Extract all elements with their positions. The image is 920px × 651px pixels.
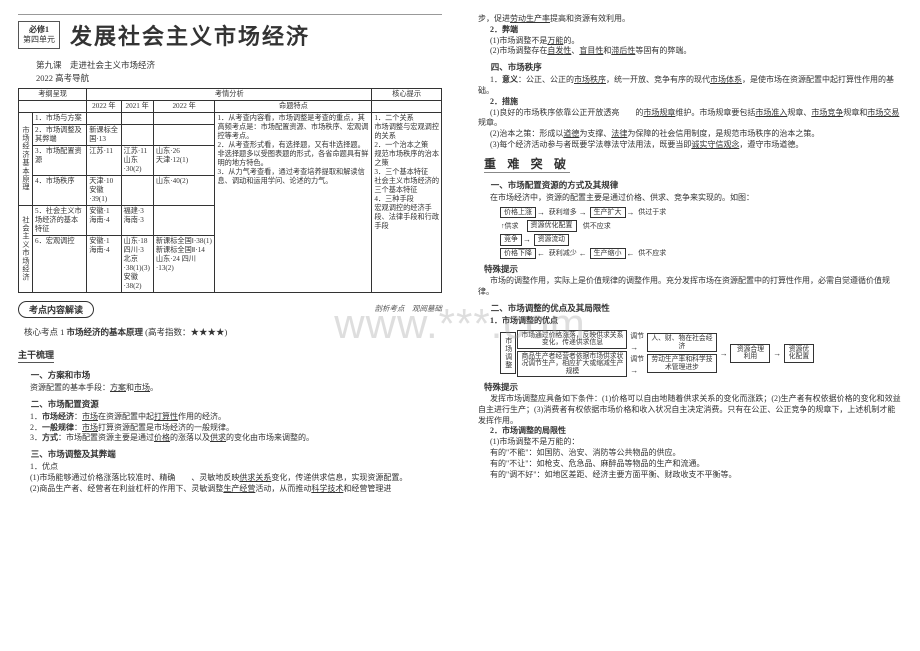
tip1-p: 市场的调整作用，实际上是价值规律的调整作用。充分发挥市场在资源配置中的打算性作用… xyxy=(478,276,902,298)
zg-h3: 三、市场调整及其弊端 xyxy=(18,448,442,460)
section-subtext: 剖析考点 观阅墓础 xyxy=(375,303,443,314)
main-title: 发展社会主义市场经济 xyxy=(70,19,310,51)
zg-p3c: (2)商品生产者、经营者在利益杠杆的作用下、灵敏调整生产经营活动，从而推动科学技… xyxy=(18,484,442,495)
th-y1: 2022 年 xyxy=(87,101,121,113)
bk2-t: 二、市场调整的优点及其局限性 xyxy=(478,302,902,314)
section-pill: 考点内容解读 xyxy=(18,301,94,318)
th-core: 核心提示 xyxy=(372,89,442,101)
zg-h2: 二、市场配置资源 xyxy=(18,398,442,410)
nav-line: 2022 高考导航 xyxy=(36,72,442,84)
zg-p1: 资源配置的基本手段：方案和市场。 xyxy=(18,383,442,394)
tip2-p: 发挥市场调整应具备如下条件：(1)价格可以自由地随着供求关系的变化而涨跌；(2)… xyxy=(478,394,902,426)
lim1: (1)市场调整不是万能的： xyxy=(478,437,902,448)
th-y3: 2022 年 xyxy=(153,101,215,113)
flow-diagram-2: 市场调整 市场通过价格涨落，反映供求关系变化，传递供求信息 商品生产者经营者依据… xyxy=(486,330,902,377)
group2-label: 社会主义市场经济 xyxy=(19,206,33,293)
lim2: 有的"不能"：如国防、治安、消防等公共物品的供应。 xyxy=(478,448,902,459)
lesson-line: 第九课 走进社会主义市场经济 xyxy=(36,59,442,71)
r-p4b: 2．措施 xyxy=(478,97,902,108)
r-p4d: (2)治本之策：形成以道德为支撑、法律为保障的社会信用制度，是规范市场秩序的治本… xyxy=(478,129,902,140)
zg-h1: 一、方案和市场 xyxy=(18,369,442,381)
core-text: 1．二个关系 市场调整与宏观调控的关系 2．一个治本之策 规范市场秩序的治本之策… xyxy=(372,113,442,293)
r-top1: 步，促进劳动生产率提高和资源有效利用。 xyxy=(478,14,902,25)
zg-p3a: 1．优点 xyxy=(18,462,442,473)
bk1-t: 一、市场配置资源的方式及其规律 xyxy=(478,179,902,191)
r-p4a: 1．意义：公正、公正的市场秩序，统一开放、竞争有序的现代市场体系，是使市场在资源… xyxy=(478,75,902,97)
bk2-h2: 2．市场调整的局限性 xyxy=(478,426,902,437)
row1-item: 1．市场与方案 xyxy=(33,113,87,125)
core-point-line: 核心考点 1 市场经济的基本原理 (高考指数：★★★★) xyxy=(24,326,442,338)
zg-p2b: 2．一般规律：市场打算资源配置是市场经济的一般规律。 xyxy=(18,423,442,434)
tip2-h: 特殊提示 xyxy=(484,381,902,393)
tip1-h: 特殊提示 xyxy=(484,263,902,275)
r-bd2: (2)市场调整存在自发性、盲目性和滞后性等固有的弊端。 xyxy=(478,46,902,57)
left-column: 必修1 第四单元 发展社会主义市场经济 第九课 走进社会主义市场经济 2022 … xyxy=(0,0,460,651)
th-cmd: 命题特点 xyxy=(215,101,372,113)
bk1-p: 在市场经济中，资源的配置主要是通过价格、供求、竞争来实现的。如图： xyxy=(478,193,902,204)
bk2-h1: 1．市场调整的优点 xyxy=(478,316,902,327)
lim3: 有的"不让"：如枪支、危急品、麻醉品等物品的生产和流通。 xyxy=(478,459,902,470)
lim4: 有的"调不好"：如地区差距、经济主要方面平衡、财政收支不平衡等。 xyxy=(478,470,902,481)
group1-label: 市场经济基本原理 xyxy=(19,113,33,206)
th-analysis: 考情分析 xyxy=(87,89,372,101)
r-hbd: 2．弊端 xyxy=(478,25,902,36)
th-outline: 考纲呈现 xyxy=(19,89,87,101)
right-column: 步，促进劳动生产率提高和资源有效利用。 2．弊端 (1)市场调整不是万能的。 (… xyxy=(460,0,920,651)
r-h4: 四、市场秩序 xyxy=(478,61,902,73)
unit-badge: 必修1 第四单元 xyxy=(18,21,60,48)
zg-p3b: (1)市场能够通过价格涨落比较准时、精确 、灵敏地反映供求关系变化，传递供求信息… xyxy=(18,473,442,484)
r-p4c: (1)良好的市场秩序依靠公正开放透亮 的市场规章维护。市场规章要包括市场准入规章… xyxy=(478,108,902,130)
exam-table: 考纲呈现 考情分析 核心提示 2022 年 2021 年 2022 年 命题特点… xyxy=(18,88,442,293)
zhugan-title: 主干梳理 xyxy=(18,348,54,363)
break-title: 重 难 突 破 xyxy=(484,155,570,173)
unit-line2: 第四单元 xyxy=(23,35,55,45)
th-y2: 2021 年 xyxy=(121,101,153,113)
main-header: 必修1 第四单元 发展社会主义市场经济 xyxy=(18,14,442,51)
flow-diagram-1: 价格上涨→ 获利增多→ 生产扩大→ 供过于求 ↑供求 资源优化配置 供不应求 竞… xyxy=(486,207,902,260)
r-bd1: (1)市场调整不是万能的。 xyxy=(478,36,902,47)
unit-line1: 必修1 xyxy=(23,25,55,35)
r-p4e: (3)每个经济活动参与者既要学法尊法守法用法，既要当即诚实守信观念，遵守市场道德… xyxy=(478,140,902,151)
cmd-text: 1．从考查内容看，市场调整是考查的重点，其高频考点是：市场配置资源、市场秩序、宏… xyxy=(215,113,372,293)
zg-p2a: 1．市场经济：市场在资源配置中起打算性作用的经济。 xyxy=(18,412,442,423)
zg-p2c: 3．方式：市场配置资源主要是通过价格的涨落以及供求的变化由市场来调整的。 xyxy=(18,433,442,444)
